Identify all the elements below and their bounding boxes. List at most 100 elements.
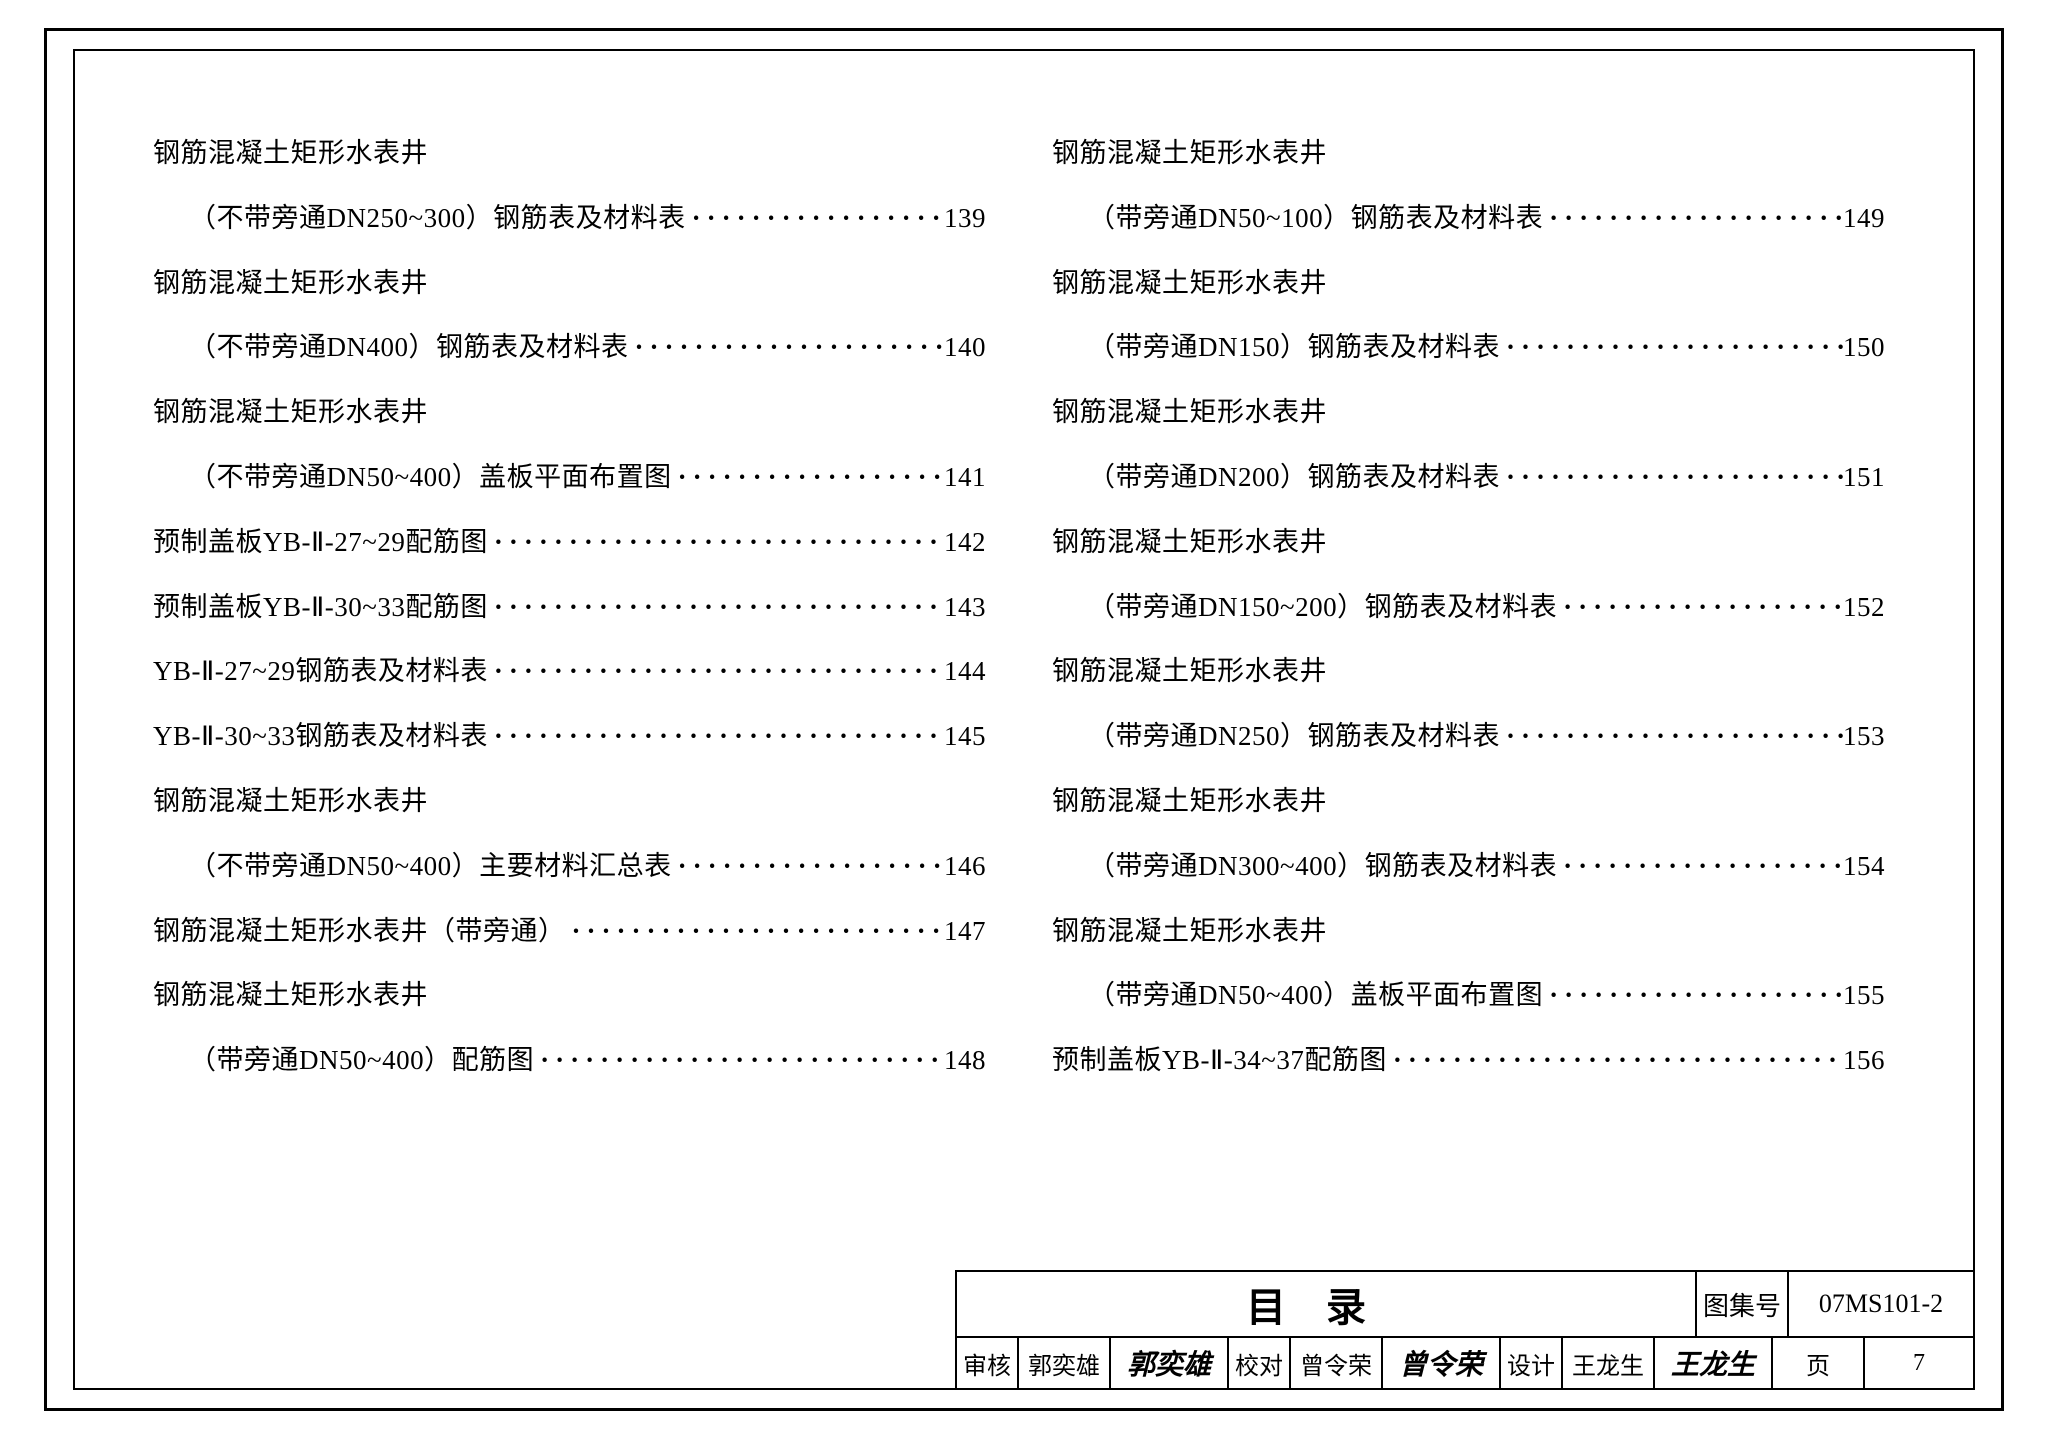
toc-page: 143 xyxy=(944,575,1000,640)
toc-text: YB-Ⅱ-27~29钢筋表及材料表 xyxy=(149,639,488,704)
toc-line: （不带旁通DN50~400）主要材料汇总表 146 xyxy=(149,834,1000,899)
toc-line: （带旁通DN250）钢筋表及材料表153 xyxy=(1048,704,1899,769)
toc-leaders xyxy=(1543,186,1843,251)
toc-text: （不带旁通DN400）钢筋表及材料表 xyxy=(149,315,629,380)
page-root: 钢筋混凝土矩形水表井（不带旁通DN250~300）钢筋表及材料表139钢筋混凝土… xyxy=(0,0,2048,1439)
toc-text: 钢筋混凝土矩形水表井 xyxy=(1048,510,1327,575)
toc-line: （带旁通DN300~400）钢筋表及材料表 154 xyxy=(1048,834,1899,899)
title-block-cell: 郭奕雄 xyxy=(1019,1338,1111,1388)
toc-text: 钢筋混凝土矩形水表井 xyxy=(149,380,428,445)
toc-leaders xyxy=(488,575,944,640)
toc-leaders xyxy=(488,510,944,575)
signature: 王龙生 xyxy=(1655,1338,1773,1388)
toc-line: 钢筋混凝土矩形水表井 xyxy=(149,121,1000,186)
doc-title: 目录 xyxy=(957,1272,1697,1336)
toc-text: （带旁通DN150）钢筋表及材料表 xyxy=(1048,315,1500,380)
toc-text: 预制盖板YB-Ⅱ-30~33配筋图 xyxy=(149,575,488,640)
toc-line: （带旁通DN150）钢筋表及材料表 150 xyxy=(1048,315,1899,380)
toc-line: 钢筋混凝土矩形水表井（带旁通） 147 xyxy=(149,899,1000,964)
toc-text: （带旁通DN50~100）钢筋表及材料表 xyxy=(1048,186,1543,251)
toc-line: YB-Ⅱ-27~29钢筋表及材料表 144 xyxy=(149,639,1000,704)
title-block-cell: 设计 xyxy=(1501,1338,1563,1388)
toc-line: 钢筋混凝土矩形水表井 xyxy=(149,380,1000,445)
toc-leaders xyxy=(672,834,944,899)
toc-line: YB-Ⅱ-30~33钢筋表及材料表 145 xyxy=(149,704,1000,769)
toc-page: 144 xyxy=(944,639,1000,704)
toc-text: 钢筋混凝土矩形水表井 xyxy=(149,963,428,1028)
toc-text: 钢筋混凝土矩形水表井 xyxy=(1048,121,1327,186)
toc-page: 155 xyxy=(1843,963,1899,1028)
toc-text: 钢筋混凝土矩形水表井（带旁通） xyxy=(149,899,566,964)
toc-text: （带旁通DN50~400）配筋图 xyxy=(149,1028,534,1093)
toc-line: （不带旁通DN50~400）盖板平面布置图 141 xyxy=(149,445,1000,510)
toc-page: 146 xyxy=(944,834,1000,899)
toc-line: 预制盖板YB-Ⅱ-27~29配筋图 142 xyxy=(149,510,1000,575)
toc-line: 预制盖板YB-Ⅱ-34~37配筋图156 xyxy=(1048,1028,1899,1093)
toc-page: 150 xyxy=(1843,315,1899,380)
toc-leaders xyxy=(672,445,944,510)
toc-leaders xyxy=(534,1028,944,1093)
toc-leaders xyxy=(686,186,944,251)
toc-text: 钢筋混凝土矩形水表井 xyxy=(149,121,428,186)
toc-text: （带旁通DN200）钢筋表及材料表 xyxy=(1048,445,1500,510)
title-block-row2: 审核郭奕雄郭奕雄校对曾令荣曾令荣设计王龙生王龙生页7 xyxy=(957,1338,1973,1388)
doc-no-label: 图集号 xyxy=(1697,1272,1789,1336)
toc-leaders xyxy=(1557,575,1843,640)
title-block-cell: 王龙生 xyxy=(1563,1338,1655,1388)
toc-line: 预制盖板YB-Ⅱ-30~33配筋图 143 xyxy=(149,575,1000,640)
toc-line: （带旁通DN150~200）钢筋表及材料表 152 xyxy=(1048,575,1899,640)
toc-page: 147 xyxy=(944,899,1000,964)
toc-page: 142 xyxy=(944,510,1000,575)
toc-page: 153 xyxy=(1843,704,1899,769)
toc-text: YB-Ⅱ-30~33钢筋表及材料表 xyxy=(149,704,488,769)
toc-col-left: 钢筋混凝土矩形水表井（不带旁通DN250~300）钢筋表及材料表139钢筋混凝土… xyxy=(125,121,1024,1268)
toc-text: 预制盖板YB-Ⅱ-27~29配筋图 xyxy=(149,510,488,575)
toc-page: 156 xyxy=(1843,1028,1899,1093)
toc-text: （带旁通DN150~200）钢筋表及材料表 xyxy=(1048,575,1557,640)
toc-line: 钢筋混凝土矩形水表井 xyxy=(149,769,1000,834)
toc-line: （不带旁通DN250~300）钢筋表及材料表139 xyxy=(149,186,1000,251)
toc-line: 钢筋混凝土矩形水表井 xyxy=(1048,121,1899,186)
toc-leaders xyxy=(1500,704,1843,769)
title-block-cell: 校对 xyxy=(1229,1338,1291,1388)
toc-text: 钢筋混凝土矩形水表井 xyxy=(1048,899,1327,964)
toc-line: 钢筋混凝土矩形水表井 xyxy=(1048,639,1899,704)
toc-leaders xyxy=(629,315,945,380)
toc-text: 钢筋混凝土矩形水表井 xyxy=(1048,769,1327,834)
toc-leaders xyxy=(1387,1028,1843,1093)
toc-text: （不带旁通DN50~400）盖板平面布置图 xyxy=(149,445,672,510)
toc-page: 148 xyxy=(944,1028,1000,1093)
toc-page: 152 xyxy=(1843,575,1899,640)
toc-text: 钢筋混凝土矩形水表井 xyxy=(149,769,428,834)
toc-text: （不带旁通DN250~300）钢筋表及材料表 xyxy=(149,186,686,251)
signature: 曾令荣 xyxy=(1383,1338,1501,1388)
page-label: 页 xyxy=(1773,1338,1865,1388)
toc-line: （带旁通DN50~400）盖板平面布置图 155 xyxy=(1048,963,1899,1028)
toc-page: 151 xyxy=(1843,445,1899,510)
toc-leaders xyxy=(488,704,944,769)
toc-line: （不带旁通DN400）钢筋表及材料表 140 xyxy=(149,315,1000,380)
toc-line: 钢筋混凝土矩形水表井 xyxy=(1048,251,1899,316)
title-block: 目录 图集号 07MS101-2 审核郭奕雄郭奕雄校对曾令荣曾令荣设计王龙生王龙… xyxy=(955,1270,1975,1390)
toc-text: （带旁通DN50~400）盖板平面布置图 xyxy=(1048,963,1543,1028)
toc-page: 145 xyxy=(944,704,1000,769)
toc-line: 钢筋混凝土矩形水表井 xyxy=(149,963,1000,1028)
toc-leaders xyxy=(1543,963,1843,1028)
toc-leaders xyxy=(566,899,945,964)
title-block-cell: 曾令荣 xyxy=(1291,1338,1383,1388)
toc-page: 154 xyxy=(1843,834,1899,899)
toc-line: 钢筋混凝土矩形水表井 xyxy=(1048,380,1899,445)
toc-line: （带旁通DN200）钢筋表及材料表 151 xyxy=(1048,445,1899,510)
toc-page: 141 xyxy=(944,445,1000,510)
toc-line: 钢筋混凝土矩形水表井 xyxy=(1048,769,1899,834)
toc-text: （带旁通DN300~400）钢筋表及材料表 xyxy=(1048,834,1557,899)
title-block-cell: 审核 xyxy=(957,1338,1019,1388)
toc-page: 140 xyxy=(944,315,1000,380)
toc-page: 149 xyxy=(1843,186,1899,251)
toc-col-right: 钢筋混凝土矩形水表井（带旁通DN50~100）钢筋表及材料表149钢筋混凝土矩形… xyxy=(1024,121,1923,1268)
toc-text: （不带旁通DN50~400）主要材料汇总表 xyxy=(149,834,672,899)
toc-text: 钢筋混凝土矩形水表井 xyxy=(149,251,428,316)
outer-frame: 钢筋混凝土矩形水表井（不带旁通DN250~300）钢筋表及材料表139钢筋混凝土… xyxy=(44,28,2004,1411)
toc-columns: 钢筋混凝土矩形水表井（不带旁通DN250~300）钢筋表及材料表139钢筋混凝土… xyxy=(125,121,1923,1268)
page-number: 7 xyxy=(1865,1338,1973,1388)
